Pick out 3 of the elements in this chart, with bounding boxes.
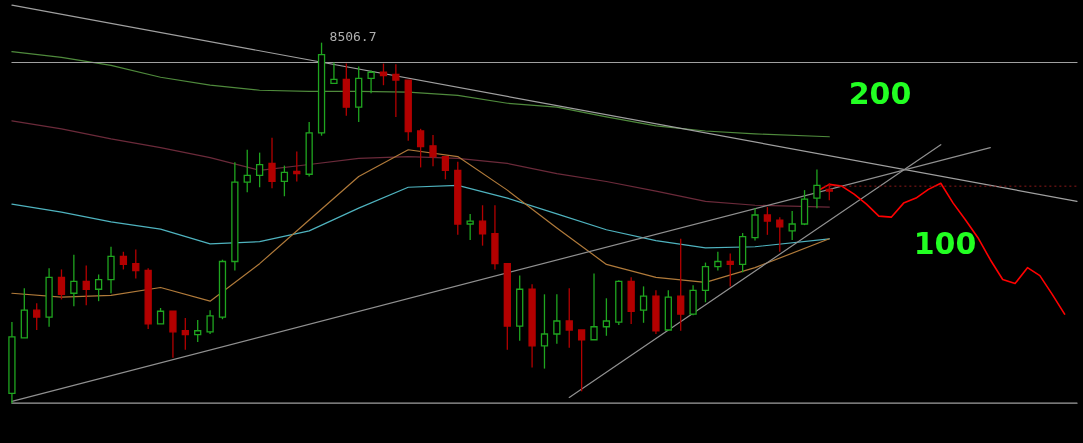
annotation: 100 [913,226,977,261]
annotation: 8506.7 [329,28,377,44]
annotation: 200 [848,76,912,111]
